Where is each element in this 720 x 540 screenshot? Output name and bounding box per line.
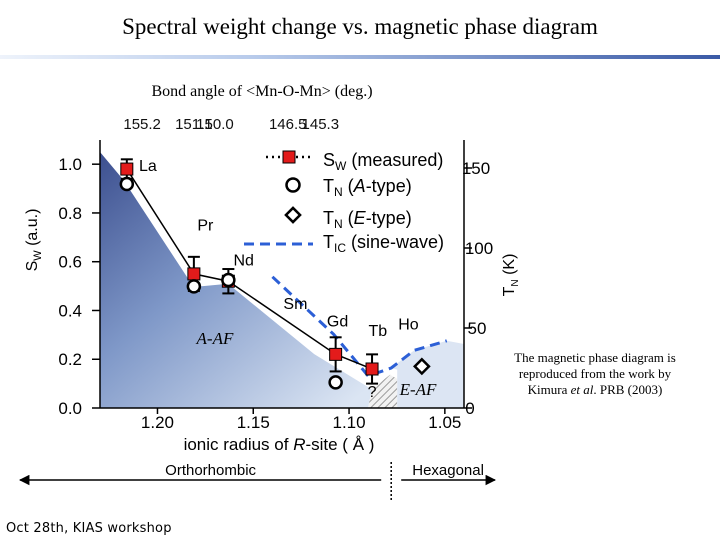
footer-text: Oct 28th, KIAS workshop [6,521,172,536]
tic-dashed-line [271,275,448,378]
credit-note: The magnetic phase diagram is reproduced… [486,350,704,398]
element-label: Gd [327,313,348,330]
element-label: Nd [233,253,253,270]
svg-text:TN (K): TN (K) [501,254,521,297]
orthorhombic-label: Orthorhombic [165,462,256,479]
bottom-tick-label: 1.10 [333,413,366,432]
svg-text:SW (measured): SW (measured) [323,150,443,173]
top-tick-label: 151.1 [175,116,213,133]
svg-text:TIC (sine-wave): TIC (sine-wave) [323,232,444,255]
right-tick-label: 50 [468,319,487,338]
hexagonal-label: Hexagonal [412,462,484,479]
sw-point [329,347,343,361]
legend-item-tn-a: TN (A-type) [285,176,412,199]
element-label: Tb [368,323,387,340]
left-tick-label: 0.6 [58,253,82,272]
left-tick-label: 0.8 [58,204,82,223]
right-axis-title: TN (K) [501,254,521,297]
phase-label: A-AF [196,329,234,348]
element-label: Sm [283,296,307,313]
tn-a-type-series [119,176,343,390]
top-tick-label: 155.2 [123,116,161,133]
left-tick-label: 0.0 [58,399,82,418]
page-title: Spectral weight change vs. magnetic phas… [122,14,598,39]
tn-a-point [186,279,202,294]
phase-label: E-AF [399,380,437,399]
top-tick-label: 150.0 [196,116,234,133]
x-axis-title: ionic radius of R-site ( Å ) [184,435,375,454]
legend-background [240,140,462,262]
top-axis-label: Bond angle of <Mn-O-Mn> (deg.) [151,83,372,100]
credit-line-2: reproduced from the work by [518,366,672,381]
e-af-phase-region [391,340,464,408]
right-axis-ticks: 150 100 50 0 [462,159,493,418]
tn-e-type-series [413,357,431,376]
element-label: Ho [398,317,419,334]
sw-point [365,362,379,376]
a-af-phase-region [100,152,373,408]
bottom-tick-label: 1.15 [237,413,270,432]
title-divider [0,55,720,59]
sw-point [120,162,134,176]
credit-line-3: Kimura et al. PRB (2003) [527,382,663,397]
right-tick-label: 150 [462,159,490,178]
point-labels: La Pr Nd Sm Gd Tb Ho? A-AF E-AF [139,158,437,401]
legend: SW (measured) TN (A-type) TN (E-type) TI… [244,150,444,255]
credit-line-1: The magnetic phase diagram is [514,350,676,365]
element-label: La [139,158,157,175]
left-tick-label: 0.2 [58,350,82,369]
right-tick-label: 0 [465,399,474,418]
legend-item-tic: TIC (sine-wave) [244,232,444,255]
tn-e-point [413,357,431,376]
element-label: Pr [197,217,214,234]
legend-item-sw: SW (measured) [266,150,443,173]
left-tick-label: 0.4 [58,301,82,320]
svg-text:SW (a.u.): SW (a.u.) [24,209,44,272]
tn-a-point [328,375,343,390]
sw-point [187,267,201,281]
left-tick-label: 1.0 [58,155,82,174]
top-tick-label: 145.3 [302,116,340,133]
element-label: ? [368,384,377,401]
tn-a-point [221,272,236,288]
left-axis-ticks: 1.0 0.8 0.6 0.4 0.2 0.0 [58,155,100,418]
bottom-tick-label: 1.05 [428,413,461,432]
legend-item-tn-e: TN (E-type) [284,206,412,231]
svg-text:TN (E-type): TN (E-type) [323,208,412,231]
bottom-axis-ticks: 1.20 1.15 1.10 1.05 [141,408,461,432]
svg-text:TN (A-type): TN (A-type) [323,176,412,199]
structure-indicator: Orthorhombic Hexagonal [18,462,497,500]
top-tick-label: 146.5 [269,116,307,133]
right-tick-label: 100 [465,239,493,258]
bottom-tick-label: 1.20 [141,413,174,432]
tn-a-point [119,176,135,192]
left-axis-title: SW (a.u.) [24,209,44,272]
unknown-phase-region [368,374,398,408]
tic-dashed-series [271,275,448,378]
